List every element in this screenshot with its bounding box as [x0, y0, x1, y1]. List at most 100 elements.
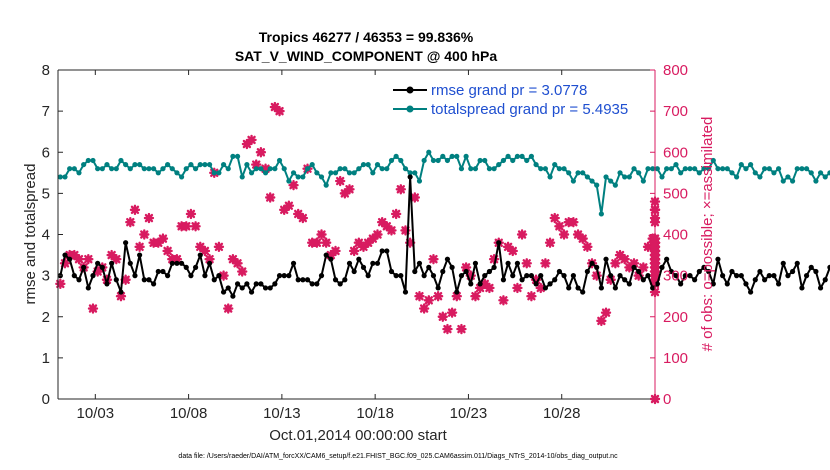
rmse-point [766, 273, 772, 279]
plot-area [58, 70, 655, 399]
rmse-point [538, 273, 544, 279]
rmse-point [706, 268, 712, 275]
totalspread-point [696, 170, 702, 176]
totalspread-point [584, 174, 590, 180]
obs-count-point [619, 253, 630, 265]
totalspread-point [505, 153, 511, 159]
totalspread-point [650, 166, 656, 172]
totalspread-point [449, 153, 455, 159]
totalspread-point [734, 174, 740, 180]
rmse-point [608, 273, 614, 279]
rmse-point [617, 273, 623, 279]
rmse-point [365, 273, 371, 279]
rmse-point [505, 260, 511, 266]
obs-count-point [418, 303, 430, 314]
totalspread-point [328, 170, 334, 176]
totalspread-point [248, 170, 255, 176]
totalspread-point [444, 157, 451, 164]
totalspread-point [626, 174, 632, 180]
totalspread-point [314, 170, 320, 176]
totalspread-point [612, 182, 618, 188]
y-tick-label-right: 600 [663, 144, 688, 161]
obs-count-point [223, 303, 234, 314]
totalspread-point [360, 161, 367, 168]
rmse-point [444, 256, 451, 262]
obs-count-point [512, 282, 523, 294]
obs-count-point [544, 237, 556, 248]
rmse-point [720, 273, 726, 279]
rmse-point [146, 277, 152, 283]
obs-count-point [279, 204, 290, 216]
totalspread-point [785, 174, 791, 180]
x-tick-label: 10/03 [77, 405, 115, 422]
rmse-point [356, 256, 362, 262]
rmse-point [267, 285, 273, 291]
obs-count-point [181, 221, 192, 232]
totalspread-point [281, 166, 287, 172]
totalspread-point [155, 170, 161, 176]
totalspread-point [566, 170, 572, 176]
y-tick-label: 5 [42, 185, 50, 202]
rmse-point [216, 273, 222, 279]
rmse-point [328, 256, 334, 262]
rmse-point [808, 264, 814, 270]
obs-count-point [316, 229, 327, 240]
totalspread-point [304, 166, 311, 172]
obs-count-point [502, 241, 514, 253]
obs-count-point [460, 262, 472, 273]
rmse-point [202, 273, 208, 279]
rmse-point [109, 260, 115, 266]
obs-count-point [484, 282, 495, 294]
y-tick-label: 0 [42, 391, 50, 408]
totalspread-point [113, 166, 119, 172]
rmse-point [500, 277, 507, 283]
obs-count-point [638, 262, 649, 273]
totalspread-point [374, 161, 381, 168]
chart-subtitle: SAT_V_WIND_COMPONENT @ 400 hPa [235, 48, 498, 64]
obs-count-point [73, 253, 85, 265]
rmse-point [659, 264, 665, 270]
obs-count-point [353, 237, 365, 248]
rmse-point [286, 273, 292, 279]
totalspread-point [575, 170, 581, 176]
totalspread-point [486, 166, 493, 172]
obs-count-point [437, 311, 448, 322]
totalspread-point [179, 174, 185, 180]
rmse-point [622, 277, 628, 283]
totalspread-point [687, 166, 693, 172]
totalspread-point [225, 166, 231, 172]
totalspread-point [776, 166, 782, 172]
rmse-point [575, 285, 581, 291]
obs-count-point [591, 270, 602, 281]
rmse-point [151, 281, 157, 287]
totalspread-point [127, 166, 133, 172]
totalspread-point [822, 174, 828, 180]
obs-count-point [568, 216, 579, 228]
obs-count-point [111, 253, 122, 265]
rmse-point [351, 268, 357, 275]
obs-count-point [348, 245, 360, 257]
totalspread-point [808, 170, 814, 176]
totalspread-point [556, 166, 562, 172]
rmse-point [225, 285, 231, 291]
rmse-point [165, 273, 171, 279]
rmse-point [762, 277, 768, 283]
rmse-point [528, 273, 535, 279]
totalspread-point [752, 170, 758, 176]
obs-count-point [409, 192, 421, 203]
totalspread-point [640, 178, 646, 184]
rmse-series [57, 174, 830, 299]
rmse-point [682, 273, 688, 279]
totalspread-point [412, 170, 418, 176]
y-tick-label: 8 [42, 62, 50, 79]
totalspread-point [542, 166, 548, 172]
totalspread-point [514, 153, 521, 159]
rmse-point [486, 268, 493, 275]
legend-rmse-label: rmse grand pr = 3.0778 [431, 82, 587, 99]
obs-count-point [120, 274, 131, 285]
totalspread-point [766, 166, 772, 172]
totalspread-point [603, 174, 609, 180]
rmse-point [388, 268, 395, 275]
rmse-point [253, 281, 259, 287]
rmse-point [379, 248, 385, 254]
